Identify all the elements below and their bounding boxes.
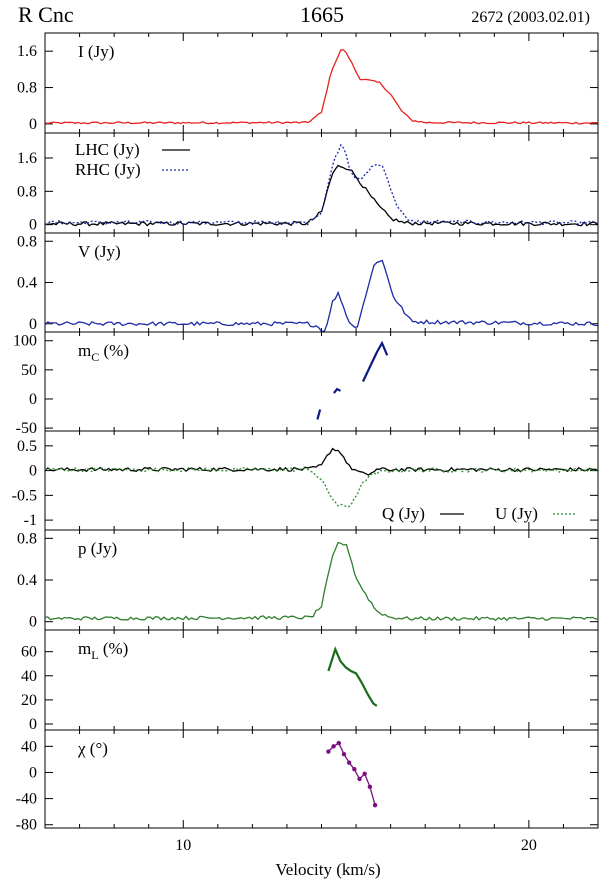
series-line [44, 164, 599, 227]
x-tick-label: 10 [175, 837, 191, 854]
y-tick-label: 20 [21, 692, 37, 709]
y-tick-label: 0 [29, 116, 37, 133]
y-tick-label: 40 [21, 668, 37, 685]
series-line [327, 742, 376, 806]
data-point [352, 767, 357, 772]
figure-header: R Cnc 1665 2672 (2003.02.01) [18, 2, 590, 27]
series-line [44, 541, 599, 622]
panel-frame [44, 529, 599, 631]
panel-q-u: -1 -0.5 0 0.5 Q (Jy) U (Jy) [12, 430, 599, 531]
data-point [331, 744, 336, 749]
y-tick-label: 40 [21, 738, 37, 755]
y-tick-label: -50 [16, 420, 37, 437]
series-line [44, 447, 599, 476]
legend-label: RHC (Jy) [75, 160, 141, 179]
y-tick-label: -1 [24, 512, 37, 529]
y-tick-label: 0 [29, 764, 37, 781]
y-tick-label: -0.5 [12, 487, 37, 504]
y-tick-label: 0 [29, 716, 37, 733]
y-tick-label: 0.4 [17, 572, 37, 589]
y-tick-label: 60 [21, 644, 37, 661]
y-tick-label: 0.4 [17, 275, 37, 292]
panel-lhc-rhc: 0 0.8 1.6 LHC (Jy)RHC (Jy) [17, 132, 599, 234]
epoch-label: 2672 (2003.02.01) [471, 9, 590, 26]
panel-mc: -50 0 50 100 mC (%) [13, 331, 599, 437]
series-line [44, 49, 599, 125]
data-point [341, 751, 347, 757]
panel-stokes-v: 0 0.4 0.8 V (Jy) [17, 232, 599, 333]
panel-p: 0 0.4 0.8 p (Jy) [17, 529, 599, 631]
frequency-label: 1665 [300, 2, 344, 27]
data-point [367, 784, 373, 790]
series-line [362, 340, 389, 382]
data-point [372, 802, 378, 808]
panel-label: p (Jy) [78, 539, 117, 558]
panel-label: mC (%) [78, 341, 129, 364]
y-tick-label: -40 [16, 791, 37, 808]
panel-ml: 0 20 40 60 mL (%) [21, 629, 599, 733]
legend-label: U (Jy) [495, 504, 538, 523]
series-line [44, 466, 599, 508]
panels: 00.81.6 I (Jy)00.81.6 LHC (Jy)RHC (Jy)00.4… [12, 32, 599, 854]
panel-label: V (Jy) [78, 242, 121, 261]
panel-chi: -80 -40 0 40 χ (°) 10 20 [16, 729, 599, 854]
series-line [316, 409, 322, 420]
series-line [333, 387, 341, 394]
y-tick-label: 0 [29, 316, 37, 333]
panel-label: I (Jy) [78, 42, 114, 61]
series-line [327, 646, 378, 707]
y-tick-label: 50 [21, 362, 37, 379]
object-name: R Cnc [18, 2, 74, 27]
legend-label: Q (Jy) [382, 504, 425, 523]
data-point [362, 771, 367, 776]
panel-frame [44, 729, 599, 829]
y-tick-label: 100 [13, 333, 37, 350]
y-tick-label: 0.8 [17, 530, 37, 547]
y-tick-label: 0.8 [17, 183, 37, 200]
y-tick-label: 0 [29, 614, 37, 631]
y-tick-label: 0 [29, 217, 37, 234]
x-tick-label: 20 [521, 837, 537, 854]
y-tick-label: 0.8 [17, 80, 37, 97]
y-tick-label: 1.6 [17, 43, 37, 60]
legend-label: LHC (Jy) [75, 140, 140, 159]
y-tick-label: 0 [29, 391, 37, 408]
data-point [336, 740, 341, 746]
panel-frame [44, 232, 599, 333]
panel-stokes-i: 0 0.8 1.6 I (Jy) [17, 32, 599, 134]
y-tick-label: 0.5 [17, 438, 37, 455]
series-line [44, 259, 599, 332]
y-tick-label: -80 [16, 817, 37, 834]
y-tick-label: 1.6 [17, 150, 37, 167]
panel-label: χ (°) [77, 739, 108, 758]
data-point [357, 776, 362, 782]
y-tick-label: 0 [29, 463, 37, 480]
data-point [326, 749, 331, 754]
panel-frame [44, 32, 599, 134]
panel-label: mL (%) [78, 639, 128, 662]
x-axis-label: Velocity (km/s) [275, 860, 380, 879]
data-point [346, 760, 352, 765]
y-tick-label: 0.8 [17, 233, 37, 250]
